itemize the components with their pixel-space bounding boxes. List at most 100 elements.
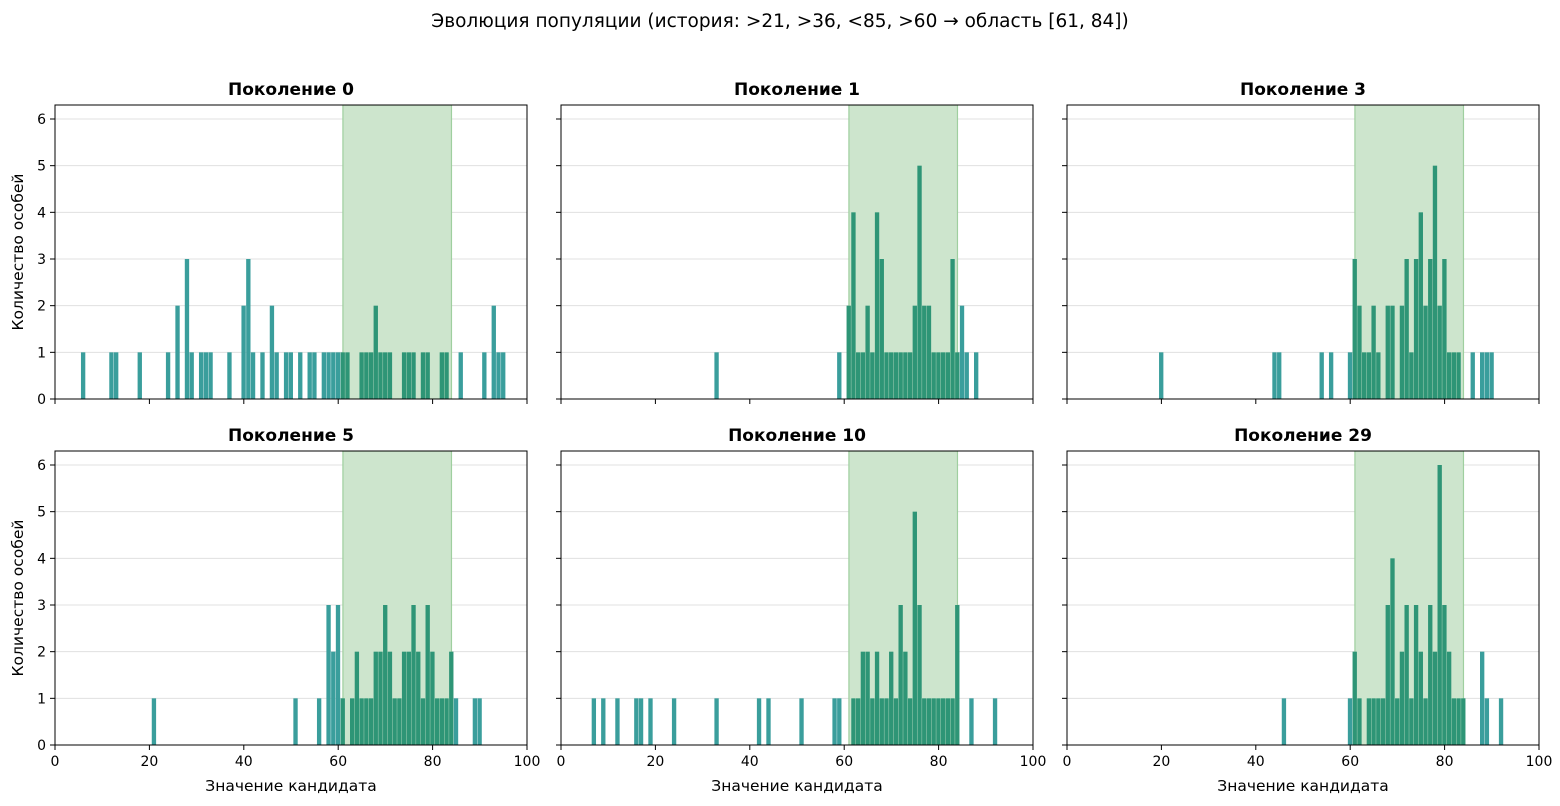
histogram-bar (969, 698, 974, 745)
histogram-bar (203, 352, 209, 399)
y-tick-label: 5 (37, 159, 46, 175)
histogram-bar (898, 352, 903, 399)
histogram-bar (1432, 165, 1438, 399)
histogram-bar (326, 352, 331, 399)
histogram-bar (1456, 352, 1461, 399)
histogram-bar (1484, 352, 1490, 399)
histogram-bar (274, 352, 279, 399)
histogram-bar (1404, 259, 1409, 399)
histogram-bar (1390, 305, 1395, 399)
histogram-bar (1437, 305, 1442, 399)
target-region (342, 105, 453, 399)
histogram-bar (307, 352, 312, 399)
axes-frame (1066, 104, 1540, 400)
histogram-bar (638, 698, 644, 745)
histogram-bar (1281, 698, 1287, 745)
x-axis-label: Значение кандидата (205, 777, 376, 795)
panel-title: Поколение 1 (734, 80, 860, 100)
x-tick-label: 100 (1020, 754, 1047, 770)
histogram-bar (945, 352, 951, 399)
histogram-bar (1328, 352, 1334, 399)
histogram-bar (926, 698, 932, 745)
chart-panel-2: Поколение 1 (556, 80, 1034, 404)
axes-frame (560, 450, 1034, 746)
histogram-bar (260, 352, 265, 399)
histogram-bar (444, 352, 449, 399)
histogram-bar (444, 698, 449, 745)
histogram-bar (411, 605, 416, 745)
histogram-bar (799, 698, 804, 745)
histogram-bar (335, 605, 341, 745)
histogram-bar (350, 698, 355, 745)
histogram-bar (1409, 352, 1414, 399)
histogram-bar (1413, 259, 1419, 399)
histogram-bar (1437, 465, 1442, 745)
histogram-bar (364, 352, 369, 399)
histogram-bar (917, 165, 922, 399)
y-tick-label: 6 (37, 458, 46, 474)
histogram-bar (893, 698, 899, 745)
histogram-bar (1347, 352, 1353, 399)
histogram-bar (114, 352, 119, 399)
chart-panel-6: 0 20 40 60 80 100 Поколение 29 Значение кандида… (1062, 426, 1552, 795)
histogram-bar (903, 651, 908, 745)
histogram-bar (950, 259, 955, 399)
histogram-bar (671, 698, 677, 745)
y-tick-label: 3 (37, 598, 46, 614)
histogram-bar (615, 698, 620, 745)
histogram-bar (340, 352, 345, 399)
histogram-bar (425, 605, 430, 745)
plot-area (55, 451, 527, 745)
chart-panel-4: 0 20 40 60 80 100 0 1 2 3 4 5 6 Поколение 5 Значение к… (9, 426, 540, 795)
x-tick-label: 60 (329, 754, 347, 770)
histogram-bar (340, 698, 345, 745)
histogram-bar (889, 352, 894, 399)
histogram-bar (974, 352, 979, 399)
histogram-bar (420, 352, 426, 399)
histogram-bar (1357, 305, 1362, 399)
plot-area (1067, 451, 1539, 745)
histogram-bar (1371, 305, 1376, 399)
plot-area (1067, 105, 1539, 399)
histogram-bar (387, 651, 393, 745)
histogram-bar (1371, 698, 1376, 745)
histogram-bar (283, 352, 289, 399)
histogram-bar (936, 698, 941, 745)
histogram-bar (884, 352, 889, 399)
chart-panel-3: Поколение 3 (1062, 80, 1540, 404)
histogram-bar (856, 698, 861, 745)
y-tick-label: 3 (37, 252, 46, 268)
y-tick-label: 0 (37, 738, 46, 754)
panel-title: Поколение 0 (228, 80, 354, 100)
histogram-bar (1446, 352, 1452, 399)
plot-area (561, 105, 1033, 399)
histogram-bar (246, 259, 251, 399)
y-axis-label: Количество особей (9, 174, 27, 331)
histogram-bar (453, 698, 459, 745)
y-tick-label: 6 (37, 112, 46, 128)
histogram-bar (1380, 698, 1386, 745)
axes-frame (54, 450, 528, 746)
histogram-bar (870, 698, 875, 745)
x-tick-label: 80 (1436, 754, 1454, 770)
histogram-bar (945, 698, 951, 745)
histogram-bar (1418, 212, 1423, 399)
histogram-bar (269, 305, 275, 399)
y-tick-label: 2 (37, 645, 46, 661)
histogram-bar (931, 352, 936, 399)
x-tick-label: 0 (51, 754, 60, 770)
histogram-bar (832, 698, 837, 745)
histogram-bar (491, 305, 496, 399)
histogram-bar (634, 698, 639, 745)
y-tick-label: 4 (37, 205, 46, 221)
x-tick-label: 40 (741, 754, 759, 770)
histogram-bar (912, 305, 917, 399)
histogram-bar (397, 698, 402, 745)
histogram-bar (354, 651, 360, 745)
histogram-bar (227, 352, 232, 399)
histogram-bar (1451, 352, 1457, 399)
x-tick-label: 0 (1063, 754, 1072, 770)
histogram-bar (903, 352, 908, 399)
panel-title: Поколение 3 (1240, 80, 1366, 100)
axes-frame (560, 104, 1034, 400)
